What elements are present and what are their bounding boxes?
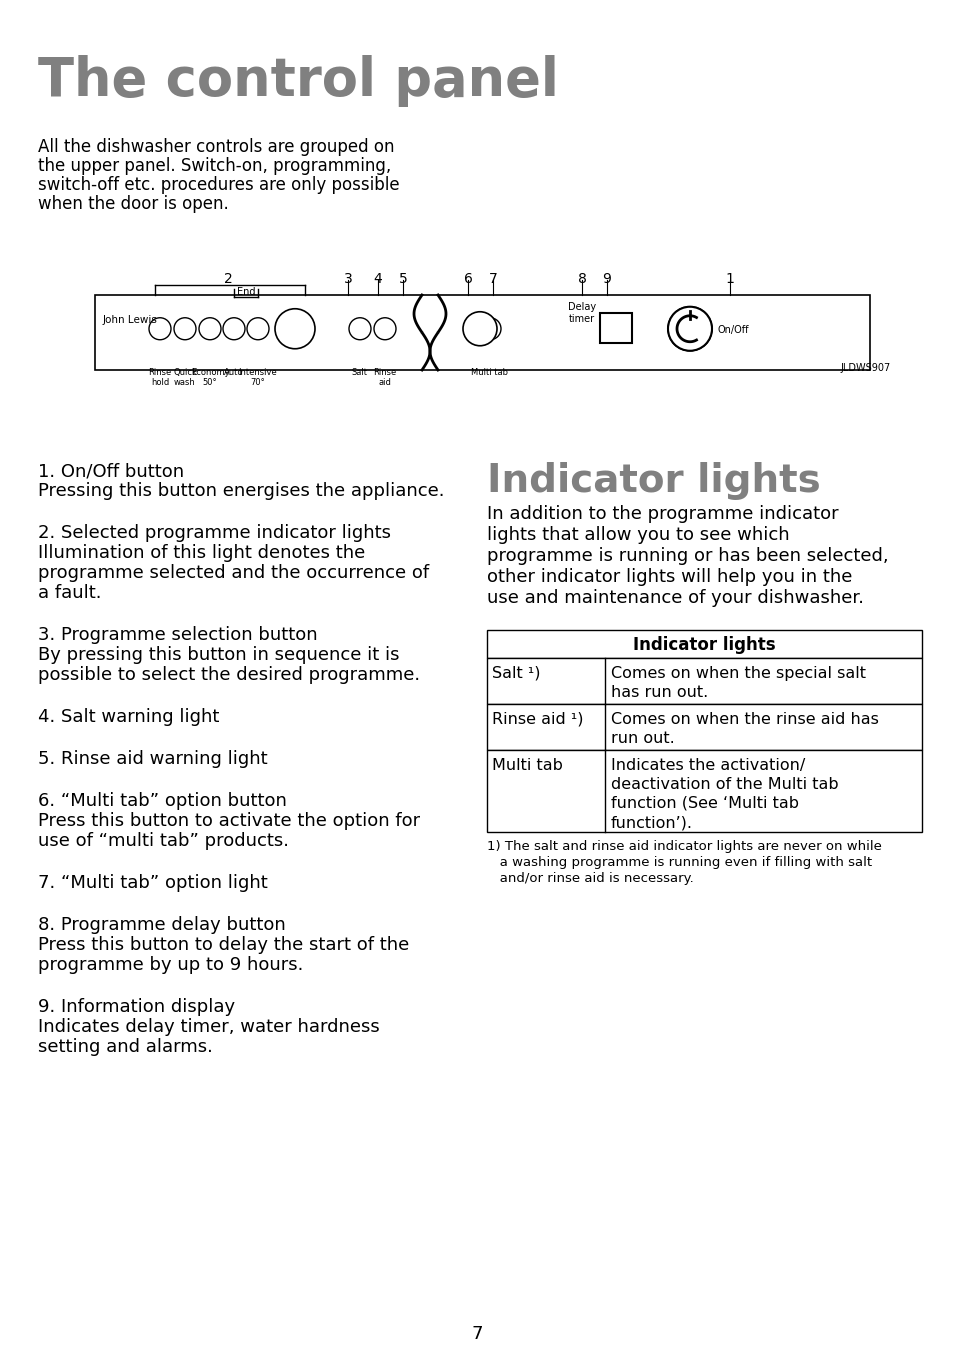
Text: 1) The salt and rinse aid indicator lights are never on while: 1) The salt and rinse aid indicator ligh…: [486, 840, 881, 853]
Circle shape: [274, 308, 314, 349]
Text: Multi tab: Multi tab: [492, 758, 562, 773]
Text: Salt: Salt: [352, 368, 368, 377]
Circle shape: [173, 318, 195, 339]
Text: 6. “Multi tab” option button: 6. “Multi tab” option button: [38, 792, 287, 810]
Bar: [486, 630, 921, 658]
Text: 6: 6: [463, 272, 472, 287]
Bar: [486, 704, 921, 750]
Text: deactivation of the Multi tab: deactivation of the Multi tab: [610, 777, 838, 792]
Text: Salt ¹): Salt ¹): [492, 667, 540, 681]
Text: 5. Rinse aid warning light: 5. Rinse aid warning light: [38, 750, 268, 768]
Text: Illumination of this light denotes the: Illumination of this light denotes the: [38, 544, 365, 562]
Text: function’).: function’).: [610, 815, 692, 830]
Text: By pressing this button in sequence it is: By pressing this button in sequence it i…: [38, 646, 399, 664]
Bar: [599, 314, 631, 343]
Text: programme by up to 9 hours.: programme by up to 9 hours.: [38, 956, 303, 973]
Text: use of “multi tab” products.: use of “multi tab” products.: [38, 831, 289, 850]
Text: and/or rinse aid is necessary.: and/or rinse aid is necessary.: [486, 872, 693, 886]
Text: The control panel: The control panel: [38, 55, 558, 107]
Text: 3: 3: [343, 272, 352, 287]
Text: Delay
timer: Delay timer: [567, 301, 596, 323]
Circle shape: [223, 318, 245, 339]
Text: JLDWS907: JLDWS907: [840, 362, 889, 373]
Text: 4. Salt warning light: 4. Salt warning light: [38, 708, 219, 726]
Text: Indicates delay timer, water hardness: Indicates delay timer, water hardness: [38, 1018, 379, 1036]
Text: setting and alarms.: setting and alarms.: [38, 1038, 213, 1056]
Text: Indicates the activation/: Indicates the activation/: [610, 758, 804, 773]
Text: 4: 4: [374, 272, 382, 287]
Circle shape: [247, 318, 269, 339]
Text: Rinse
hold: Rinse hold: [149, 368, 172, 388]
Text: lights that allow you to see which: lights that allow you to see which: [486, 526, 789, 544]
Circle shape: [199, 318, 221, 339]
Text: 5: 5: [398, 272, 407, 287]
Circle shape: [478, 318, 500, 339]
Text: On/Off: On/Off: [718, 324, 749, 335]
Text: In addition to the programme indicator: In addition to the programme indicator: [486, 506, 838, 523]
Text: Indicator lights: Indicator lights: [633, 635, 775, 654]
Text: 8. Programme delay button: 8. Programme delay button: [38, 917, 286, 934]
Bar: [95, 295, 869, 370]
Text: has run out.: has run out.: [610, 685, 707, 700]
Text: 2. Selected programme indicator lights: 2. Selected programme indicator lights: [38, 525, 391, 542]
Text: Multi tab: Multi tab: [471, 368, 508, 377]
Text: Comes on when the rinse aid has: Comes on when the rinse aid has: [610, 713, 878, 727]
Circle shape: [349, 318, 371, 339]
Text: a washing programme is running even if filling with salt: a washing programme is running even if f…: [486, 856, 871, 869]
Text: 1. On/Off button: 1. On/Off button: [38, 462, 184, 480]
Text: Economy
50°: Economy 50°: [191, 368, 229, 388]
Text: 7: 7: [488, 272, 497, 287]
Text: Intensive
70°: Intensive 70°: [238, 368, 277, 388]
Text: All the dishwasher controls are grouped on: All the dishwasher controls are grouped …: [38, 138, 395, 155]
Text: Comes on when the special salt: Comes on when the special salt: [610, 667, 865, 681]
Bar: [486, 658, 921, 704]
Text: Press this button to delay the start of the: Press this button to delay the start of …: [38, 936, 409, 955]
Bar: [486, 750, 921, 831]
Text: 8: 8: [577, 272, 586, 287]
Text: Auto: Auto: [224, 368, 244, 377]
Text: 7. “Multi tab” option light: 7. “Multi tab” option light: [38, 873, 268, 892]
Text: 3. Programme selection button: 3. Programme selection button: [38, 626, 317, 644]
Text: 1: 1: [725, 272, 734, 287]
Text: 2: 2: [223, 272, 233, 287]
Text: 7: 7: [471, 1325, 482, 1343]
Text: a fault.: a fault.: [38, 584, 101, 602]
Text: Indicator lights: Indicator lights: [486, 462, 820, 500]
Text: Rinse
aid: Rinse aid: [373, 368, 396, 388]
Text: Pressing this button energises the appliance.: Pressing this button energises the appli…: [38, 483, 444, 500]
Text: other indicator lights will help you in the: other indicator lights will help you in …: [486, 568, 851, 585]
Circle shape: [374, 318, 395, 339]
Circle shape: [667, 307, 711, 350]
Circle shape: [149, 318, 171, 339]
Text: Rinse aid ¹): Rinse aid ¹): [492, 713, 583, 727]
Text: Press this button to activate the option for: Press this button to activate the option…: [38, 813, 419, 830]
Text: function (See ‘Multi tab: function (See ‘Multi tab: [610, 796, 799, 811]
Text: use and maintenance of your dishwasher.: use and maintenance of your dishwasher.: [486, 589, 863, 607]
Text: End: End: [236, 287, 255, 297]
Circle shape: [667, 307, 711, 350]
Text: Quick
wash: Quick wash: [172, 368, 196, 388]
Text: John Lewis: John Lewis: [103, 315, 157, 324]
Text: programme is running or has been selected,: programme is running or has been selecte…: [486, 548, 887, 565]
Text: when the door is open.: when the door is open.: [38, 195, 229, 214]
Text: run out.: run out.: [610, 731, 674, 746]
Circle shape: [462, 312, 497, 346]
Text: 9: 9: [602, 272, 611, 287]
Text: switch-off etc. procedures are only possible: switch-off etc. procedures are only poss…: [38, 176, 399, 193]
Text: programme selected and the occurrence of: programme selected and the occurrence of: [38, 564, 429, 581]
Text: the upper panel. Switch-on, programming,: the upper panel. Switch-on, programming,: [38, 157, 391, 174]
Text: 9. Information display: 9. Information display: [38, 998, 234, 1015]
Text: possible to select the desired programme.: possible to select the desired programme…: [38, 667, 419, 684]
